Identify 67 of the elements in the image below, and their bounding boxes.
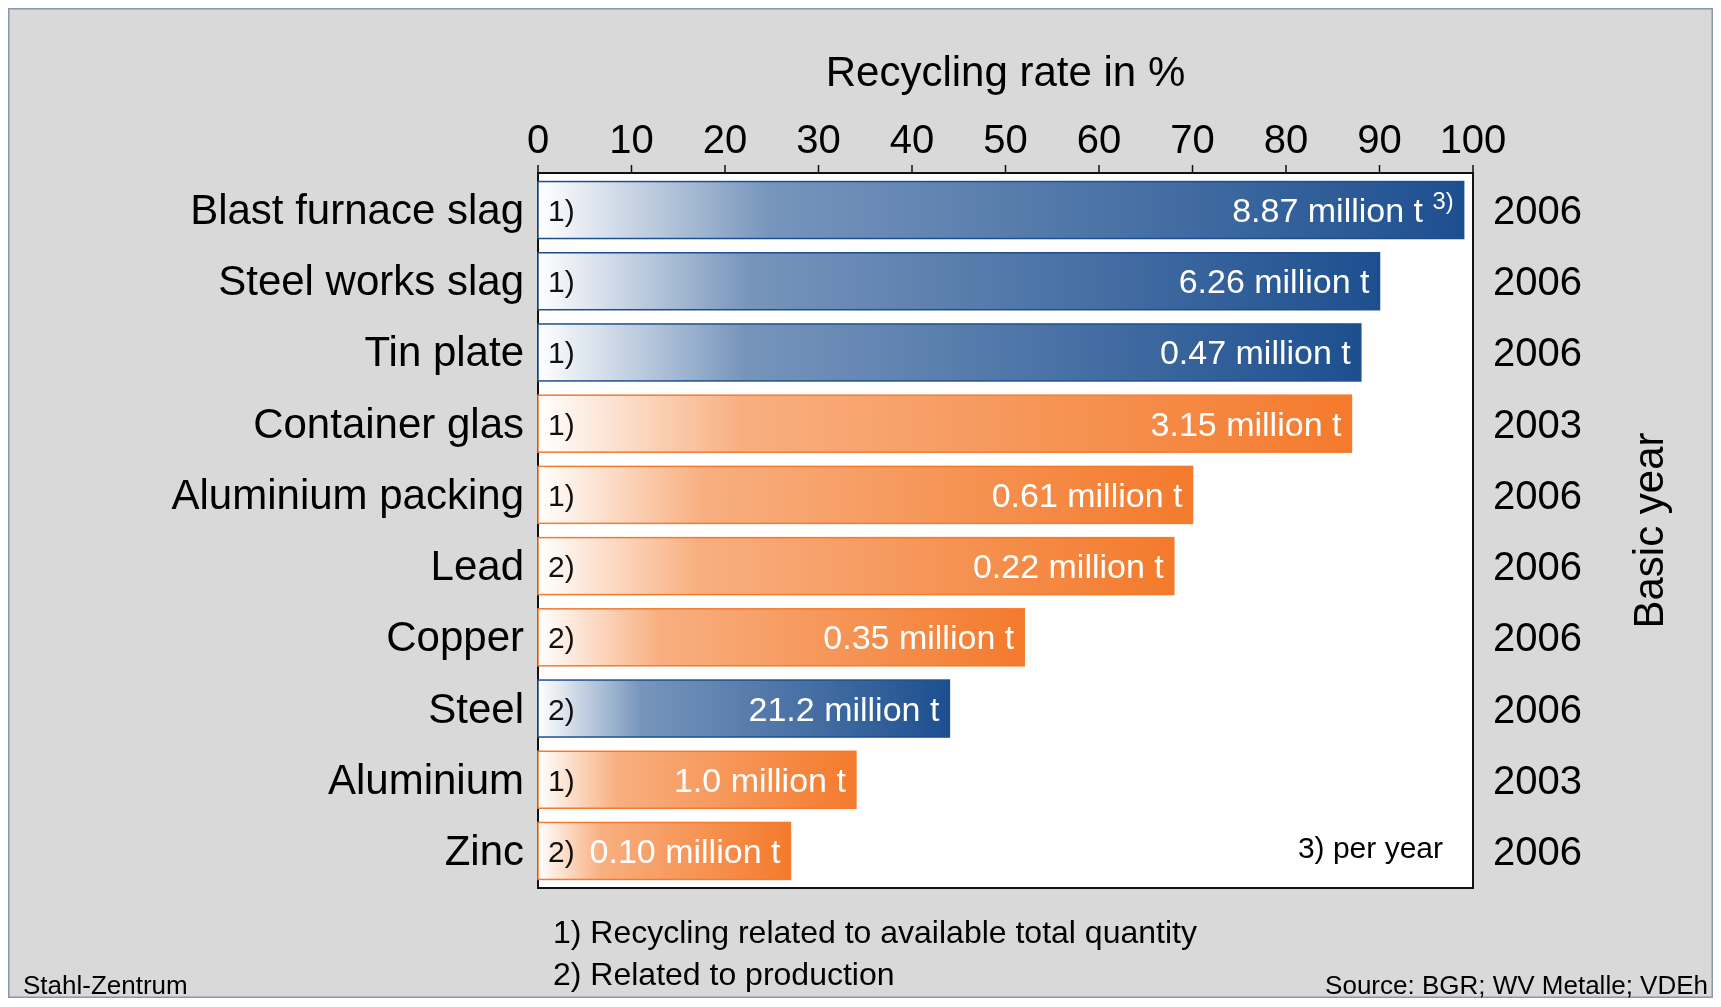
text: 2006 [1493,615,1582,660]
x-tick-label: 20 [702,117,748,161]
bar [537,180,1465,240]
annotation: 2) [548,834,575,868]
bar [537,536,1175,596]
y-tick-label: Steel [428,684,524,732]
annotation: 6.26 million t [1178,262,1371,301]
source-note: Source: BGR; WV Metalle; VDEh [1325,970,1708,1000]
text: 2006 [1493,544,1582,589]
annotation: 1) [548,265,575,299]
annotation: 0.10 million t [589,831,781,870]
annotation: 2) [548,621,575,655]
annotation: 1.0 million t [673,760,847,799]
annotation: 1) [548,336,575,370]
text: 2003 [1493,401,1582,446]
y-tick-label: Blast furnace slag [190,186,524,234]
x-tick-label: 40 [889,117,935,161]
y-tick-label: Lead [430,542,524,590]
text: 2006 [1493,259,1582,304]
annotation: 2) [548,692,575,726]
bar [537,465,1194,525]
annotation: 1) [548,763,575,797]
text: 2006 [1493,188,1582,233]
annotation: 0.47 million t [1159,333,1352,372]
annotation: 21.2 million t [748,689,940,728]
x-tick-label: 70 [1170,117,1215,161]
text: Stahl-Zentrum [23,970,188,1000]
y-tick-label: Aluminium packing [171,470,524,518]
x-tick-label: 60 [1076,117,1122,161]
y-tick-label: Steel works slag [218,257,524,305]
bar [537,679,951,738]
x-tick-label: 80 [1263,117,1309,161]
y-tick-label: Aluminium [327,755,524,803]
bar [537,323,1362,382]
annotation: 1) [548,478,575,512]
y-tick-label: Container glas [253,399,524,447]
y-tick-label: Tin plate [364,328,524,376]
text: 2006 [1493,330,1582,375]
x-tick-label: 50 [983,117,1028,161]
annotation: 0.35 million t [823,618,1015,657]
annotation: 8.87 million t $^{3)}$ [1232,186,1454,230]
y2-axis-title: Basic year [1625,432,1672,629]
x-tick-label: 10 [609,117,654,161]
annotation: 1) [548,194,575,228]
text: 2006 [1493,472,1582,517]
bar [537,608,1025,667]
x-axis-title: Recycling rate in % [825,48,1186,95]
annotation: 1) [548,407,575,441]
x-tick-label: 0 [526,117,550,161]
text: 2006 [1493,828,1582,873]
x-tick-label: 90 [1357,117,1402,161]
annotation: 3) per year [1297,831,1443,864]
annotation: 2) [548,550,575,584]
y-tick-label: Zinc [444,826,524,874]
annotation: 0.61 million t [991,475,1184,514]
annotation: 3.15 million t [1150,404,1342,443]
bar [537,394,1353,453]
x-tick-label: 100 [1439,117,1507,161]
text: 1) Recycling related to available total quantity [553,914,1197,950]
y-tick-label: Copper [386,613,524,661]
text: 2006 [1493,686,1582,731]
annotation: 0.22 million t [972,547,1165,586]
x-tick-label: 30 [796,117,841,161]
text: 2003 [1493,757,1582,802]
bar [537,252,1381,311]
text: 2) Related to production [553,956,895,992]
bar [537,750,857,809]
